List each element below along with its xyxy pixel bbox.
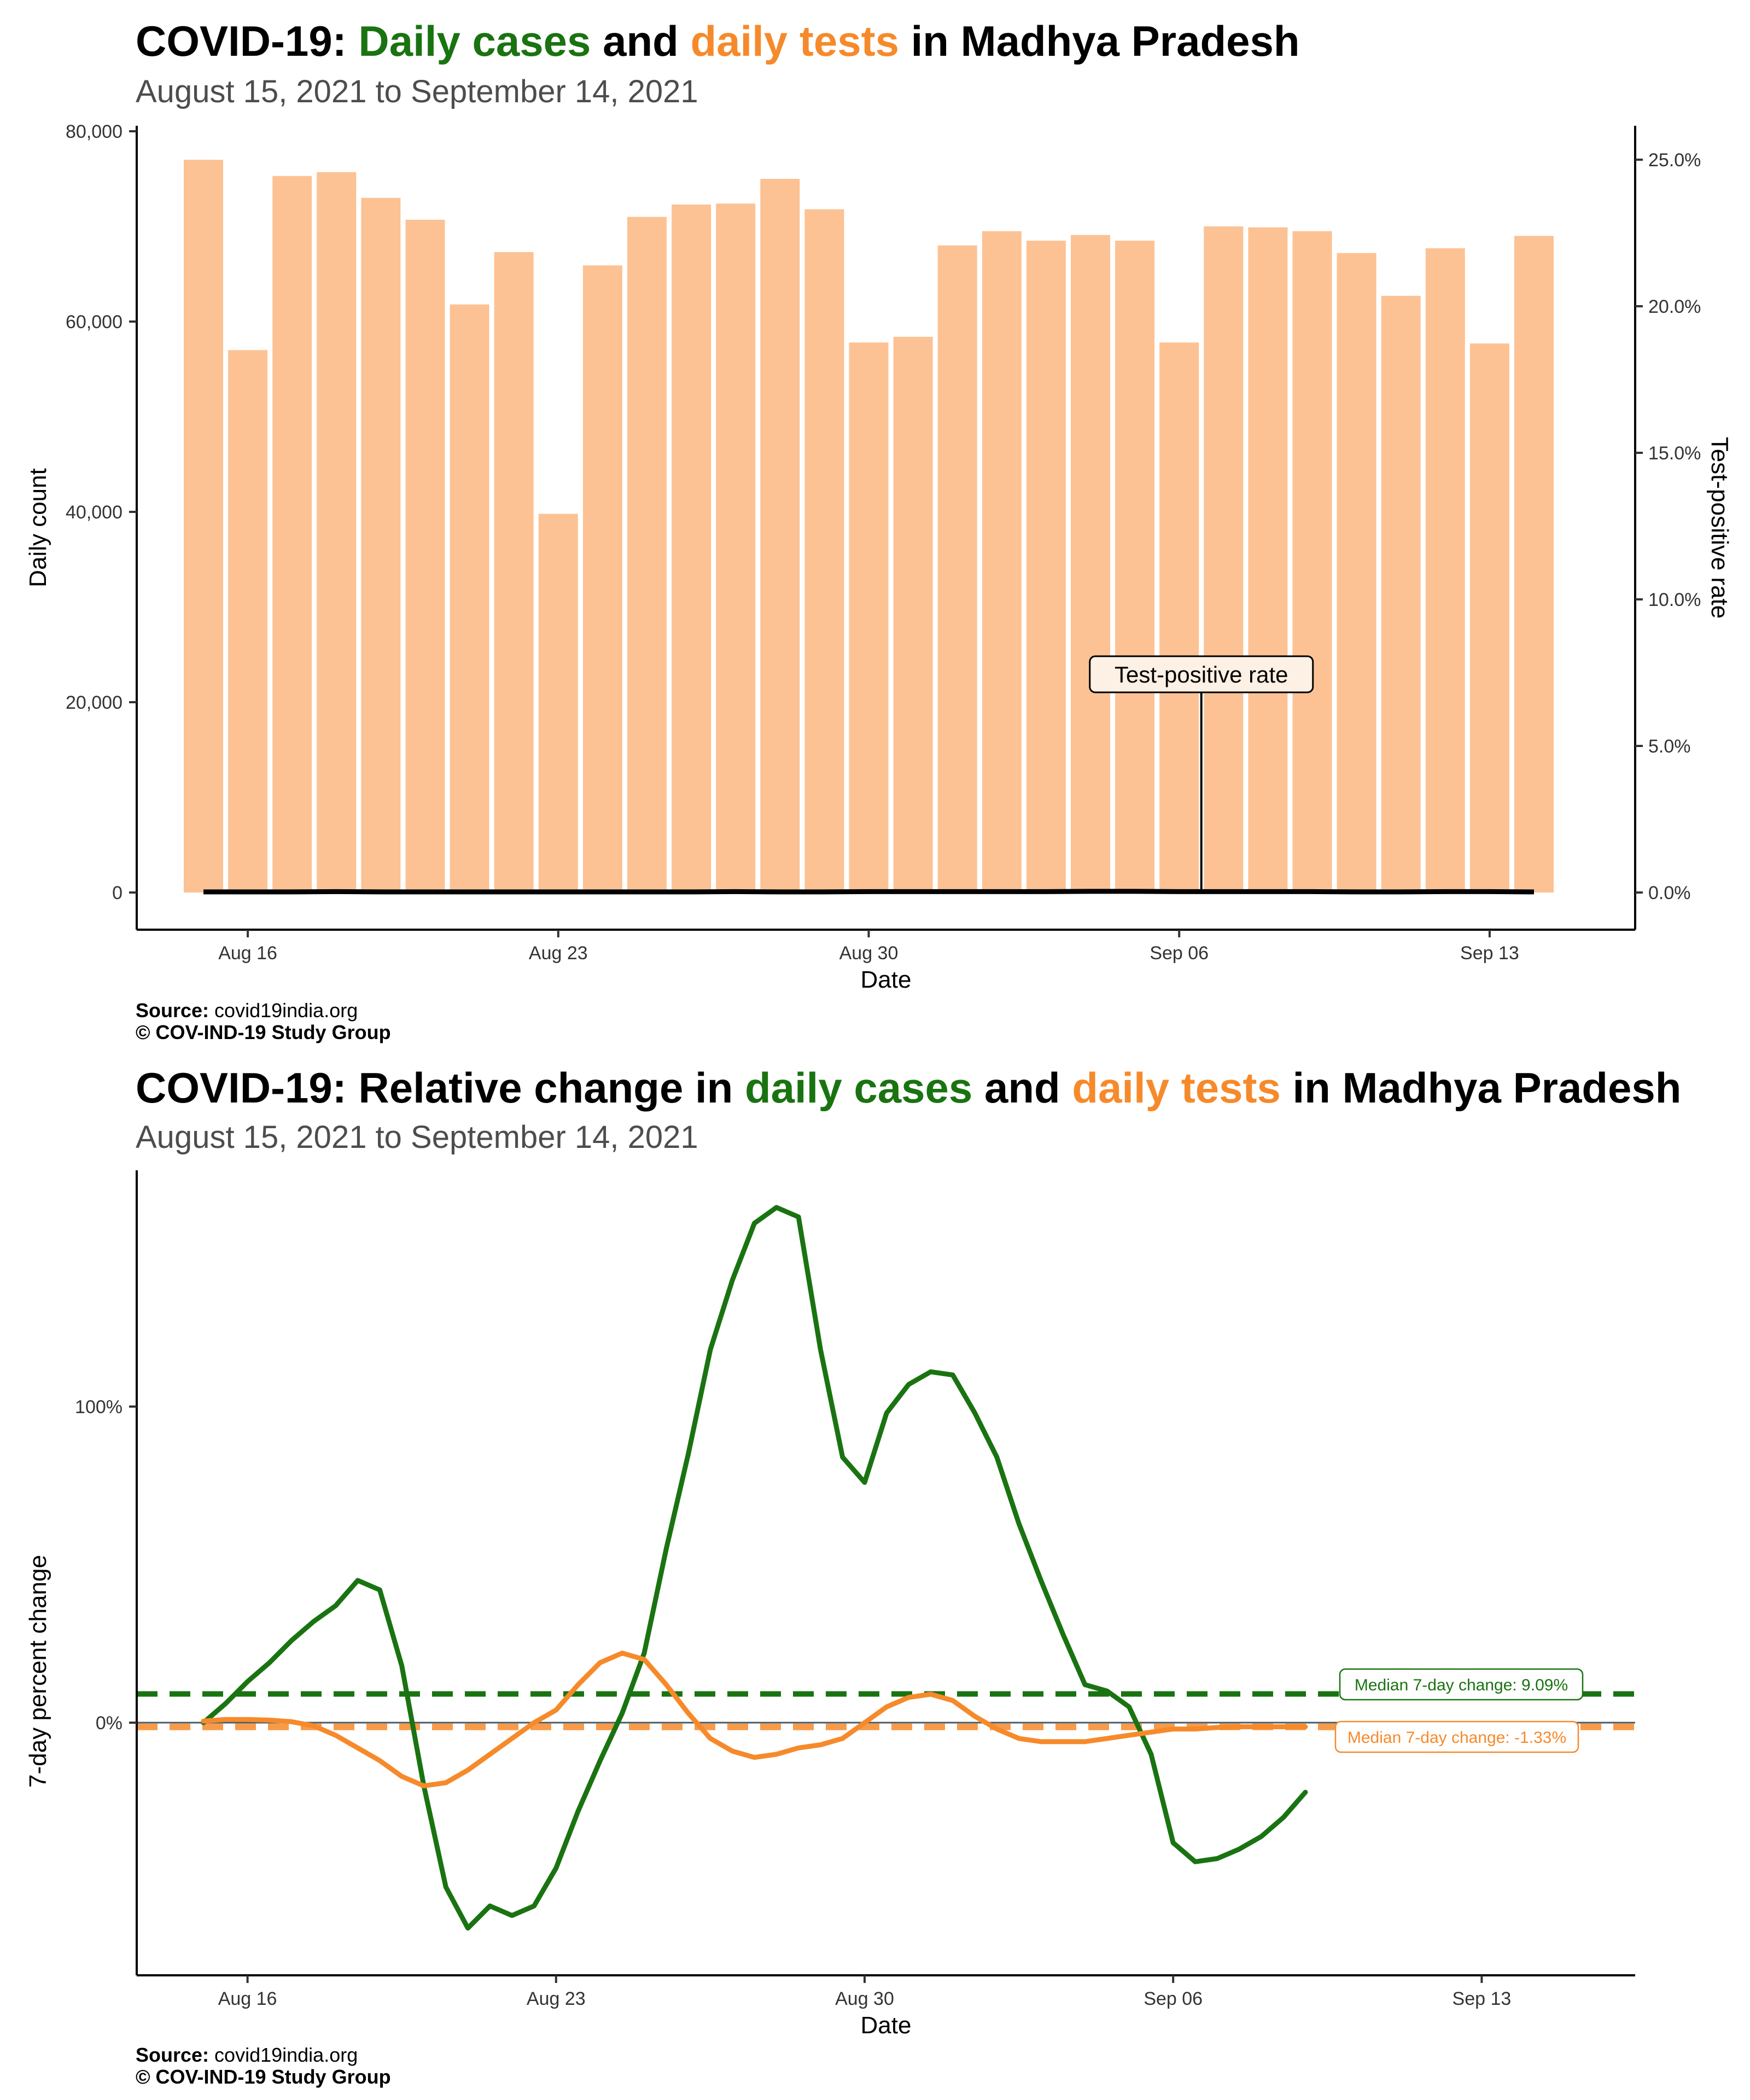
test-bar <box>228 350 268 892</box>
chart1-title-mid: and <box>591 17 691 65</box>
test-bar <box>1204 226 1244 892</box>
y2-tick-label: 15.0% <box>1648 443 1701 464</box>
chart1-title-tests: daily tests <box>690 17 899 65</box>
chart1-caption: Source: covid19india.org © COV-IND-19 St… <box>136 1000 391 1043</box>
chart1-title-prefix: COVID-19: <box>136 17 359 65</box>
test-bar <box>450 304 489 893</box>
y2-tick-label: 10.0% <box>1648 590 1701 610</box>
test-bar <box>1026 241 1066 893</box>
x-tick-label: Aug 16 <box>218 1988 277 2009</box>
test-bar <box>849 342 889 892</box>
chart1-title: COVID-19: Daily cases and daily tests in… <box>136 16 1300 66</box>
chart2-title: COVID-19: Relative change in daily cases… <box>136 1063 1681 1113</box>
test-bar <box>317 172 357 892</box>
test-bar <box>1115 241 1155 893</box>
chart1-subtitle: August 15, 2021 to September 14, 2021 <box>136 74 698 109</box>
x-tick-label: Sep 13 <box>1452 1988 1512 2009</box>
chart2-title-prefix: COVID-19: Relative change in <box>136 1064 745 1112</box>
chart1-plot: Test-positive rate 0 20,000 40,000 60,000 80,… <box>25 121 1733 993</box>
test-bar <box>1425 248 1465 892</box>
test-bar <box>627 217 667 893</box>
test-bar <box>760 179 800 892</box>
tests-median-box <box>1334 1720 1579 1753</box>
y2-tick-label: 20.0% <box>1648 296 1701 317</box>
test-bar <box>1337 253 1376 893</box>
y-tick-label: 80,000 <box>66 121 122 142</box>
y-tick-label: 20,000 <box>66 692 122 713</box>
test-bar <box>982 231 1022 893</box>
x-tick-label: Aug 23 <box>529 943 588 964</box>
x-tick-label: Aug 30 <box>839 943 899 964</box>
x-axis-title: Date <box>861 2012 912 2039</box>
y-tick-label: 0 <box>112 883 122 903</box>
chart2-copyright: © COV-IND-19 Study Group <box>136 2066 391 2088</box>
chart2-source-value: covid19india.org <box>209 2044 358 2066</box>
test-bar <box>582 265 622 893</box>
test-bar <box>716 203 756 892</box>
y2-axis-title: Test-positive rate <box>1706 437 1733 619</box>
x-tick-label: Sep 13 <box>1460 943 1519 964</box>
test-bar <box>184 160 223 893</box>
y2-tick-label: 5.0% <box>1648 736 1691 757</box>
y-tick-label: 60,000 <box>66 312 122 332</box>
chart2-subtitle: August 15, 2021 to September 14, 2021 <box>136 1119 698 1155</box>
chart1-copyright: © COV-IND-19 Study Group <box>136 1021 391 1043</box>
chart1-title-suffix: in Madhya Pradesh <box>899 17 1300 65</box>
annotation-label: Test-positive rate <box>1115 662 1288 687</box>
test-bar <box>1469 343 1509 892</box>
x-axis-title: Date <box>861 966 912 993</box>
test-positive-rate-line <box>203 889 1535 895</box>
chart2-title-suffix: in Madhya Pradesh <box>1280 1064 1682 1112</box>
test-bar <box>272 176 312 892</box>
test-bar <box>672 204 711 893</box>
x-tick-label: Aug 16 <box>218 943 277 964</box>
cases-median-box <box>1339 1668 1584 1701</box>
y-tick-label: 40,000 <box>66 502 122 523</box>
chart2-source-label: Source: <box>136 2044 209 2066</box>
y2-tick-label: 0.0% <box>1648 883 1691 903</box>
test-bar <box>1381 296 1421 892</box>
annotation-box <box>1089 655 1314 693</box>
x-tick-label: Sep 06 <box>1150 943 1209 964</box>
y-tick-label: 100% <box>75 1397 122 1418</box>
chart1-title-cases: Daily cases <box>358 17 591 65</box>
test-bar <box>538 514 578 892</box>
test-bar <box>1159 342 1199 892</box>
y2-tick-label: 25.0% <box>1648 150 1701 171</box>
y-axis-title: 7-day percent change <box>25 1555 51 1788</box>
test-bar <box>1248 227 1288 892</box>
test-bar <box>937 245 977 892</box>
x-tick-label: Aug 30 <box>835 1988 894 2009</box>
test-bar <box>893 336 933 892</box>
y-tick-label: 0% <box>96 1713 122 1734</box>
test-bar <box>1514 236 1554 892</box>
cases-median-label: Median 7-day change: 9.09% <box>1355 1676 1568 1694</box>
chart2-title-mid: and <box>972 1064 1072 1112</box>
chart1-source-label: Source: <box>136 999 209 1022</box>
chart2-caption: Source: covid19india.org © COV-IND-19 St… <box>136 2044 391 2088</box>
tests-median-label: Median 7-day change: -1.33% <box>1348 1729 1566 1747</box>
test-bar <box>361 197 401 892</box>
y-axis-title: Daily count <box>25 468 51 587</box>
test-bar <box>804 209 844 893</box>
chart1-source-value: covid19india.org <box>209 999 358 1022</box>
x-tick-label: Sep 06 <box>1144 1988 1203 2009</box>
test-bar <box>494 252 534 893</box>
chart2-title-tests: daily tests <box>1072 1064 1281 1112</box>
test-bar <box>1292 231 1332 893</box>
tests-change-line <box>201 1650 1308 1789</box>
x-tick-label: Aug 23 <box>527 1988 586 2009</box>
test-bar <box>405 219 445 892</box>
cases-change-line <box>201 1205 1308 1931</box>
chart2-plot: Median 7-day change: 9.09% Median 7-day c… <box>25 1170 1635 2039</box>
test-bar <box>1071 235 1110 892</box>
chart2-title-cases: daily cases <box>744 1064 973 1112</box>
